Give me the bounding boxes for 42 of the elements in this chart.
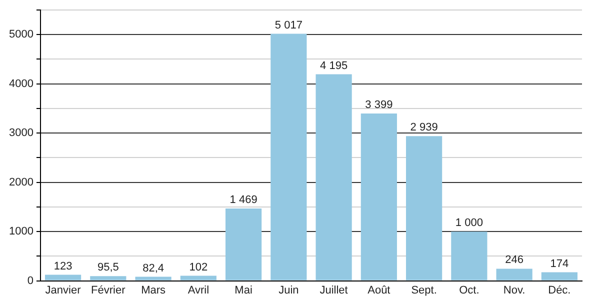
bar xyxy=(541,272,578,280)
data-label: 82,4 xyxy=(142,262,164,274)
x-tick-label: Déc. xyxy=(548,284,571,296)
bar xyxy=(406,136,442,280)
y-tick-label: 4000 xyxy=(8,78,34,90)
data-label: 4 195 xyxy=(320,60,348,72)
bar xyxy=(90,276,126,280)
bar xyxy=(225,208,262,280)
bar xyxy=(451,232,488,280)
x-tick-label: Sept. xyxy=(411,284,437,296)
bar xyxy=(44,274,82,280)
x-tick-label: Mai xyxy=(234,284,252,296)
data-label: 123 xyxy=(54,260,72,272)
x-tick-label: Mars xyxy=(141,284,166,296)
bar xyxy=(496,268,532,280)
x-tick-label: Août xyxy=(368,284,390,296)
y-tick-label: 1000 xyxy=(8,226,34,238)
data-label: 1 000 xyxy=(455,217,483,230)
y-tick-label: 0 xyxy=(27,274,34,287)
x-tick-label: Juillet xyxy=(320,284,348,296)
bar xyxy=(360,113,397,280)
y-tick-label: 2000 xyxy=(8,176,34,188)
y-tick-label: 3000 xyxy=(8,127,34,140)
x-tick-label: Oct. xyxy=(459,284,480,296)
data-label: 5 017 xyxy=(274,19,302,32)
x-tick-label: Avril xyxy=(188,284,210,296)
x-tick-label: Février xyxy=(91,284,126,296)
bar xyxy=(270,34,307,280)
data-label: 3 399 xyxy=(365,98,393,111)
x-tick-label: Juin xyxy=(278,284,299,296)
data-label: 246 xyxy=(505,254,524,266)
y-tick-label: 5000 xyxy=(8,28,34,41)
bar xyxy=(135,276,172,280)
x-tick-label: Nov. xyxy=(503,284,526,296)
bar xyxy=(316,74,352,280)
x-tick-label: Janvier xyxy=(45,284,82,296)
data-label: 174 xyxy=(550,258,569,270)
data-label: 2 939 xyxy=(410,122,438,134)
bar xyxy=(180,276,216,280)
data-label: 95,5 xyxy=(97,262,119,274)
data-label: 102 xyxy=(189,261,208,274)
data-label: 1 469 xyxy=(230,194,258,206)
